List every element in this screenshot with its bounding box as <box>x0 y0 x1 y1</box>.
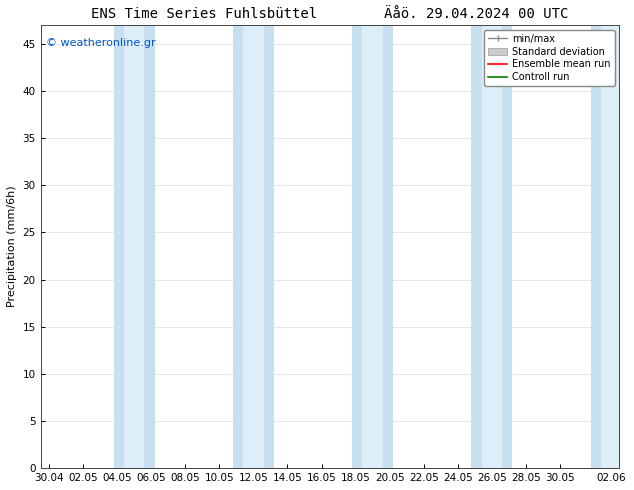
Bar <box>471 25 512 468</box>
Title: ENS Time Series Fuhlsbüttel        Äåö. 29.04.2024 00 UTC: ENS Time Series Fuhlsbüttel Äåö. 29.04.2… <box>91 7 569 21</box>
Legend: min/max, Standard deviation, Ensemble mean run, Controll run: min/max, Standard deviation, Ensemble me… <box>484 30 614 86</box>
Bar <box>352 25 393 468</box>
Bar <box>243 25 264 468</box>
Bar <box>601 25 621 468</box>
Bar <box>590 25 631 468</box>
Bar <box>124 25 145 468</box>
Text: © weatheronline.gr: © weatheronline.gr <box>46 38 156 48</box>
Bar <box>363 25 383 468</box>
Y-axis label: Precipitation (mm/6h): Precipitation (mm/6h) <box>7 186 17 307</box>
Bar <box>114 25 155 468</box>
Bar <box>482 25 502 468</box>
Bar <box>233 25 274 468</box>
